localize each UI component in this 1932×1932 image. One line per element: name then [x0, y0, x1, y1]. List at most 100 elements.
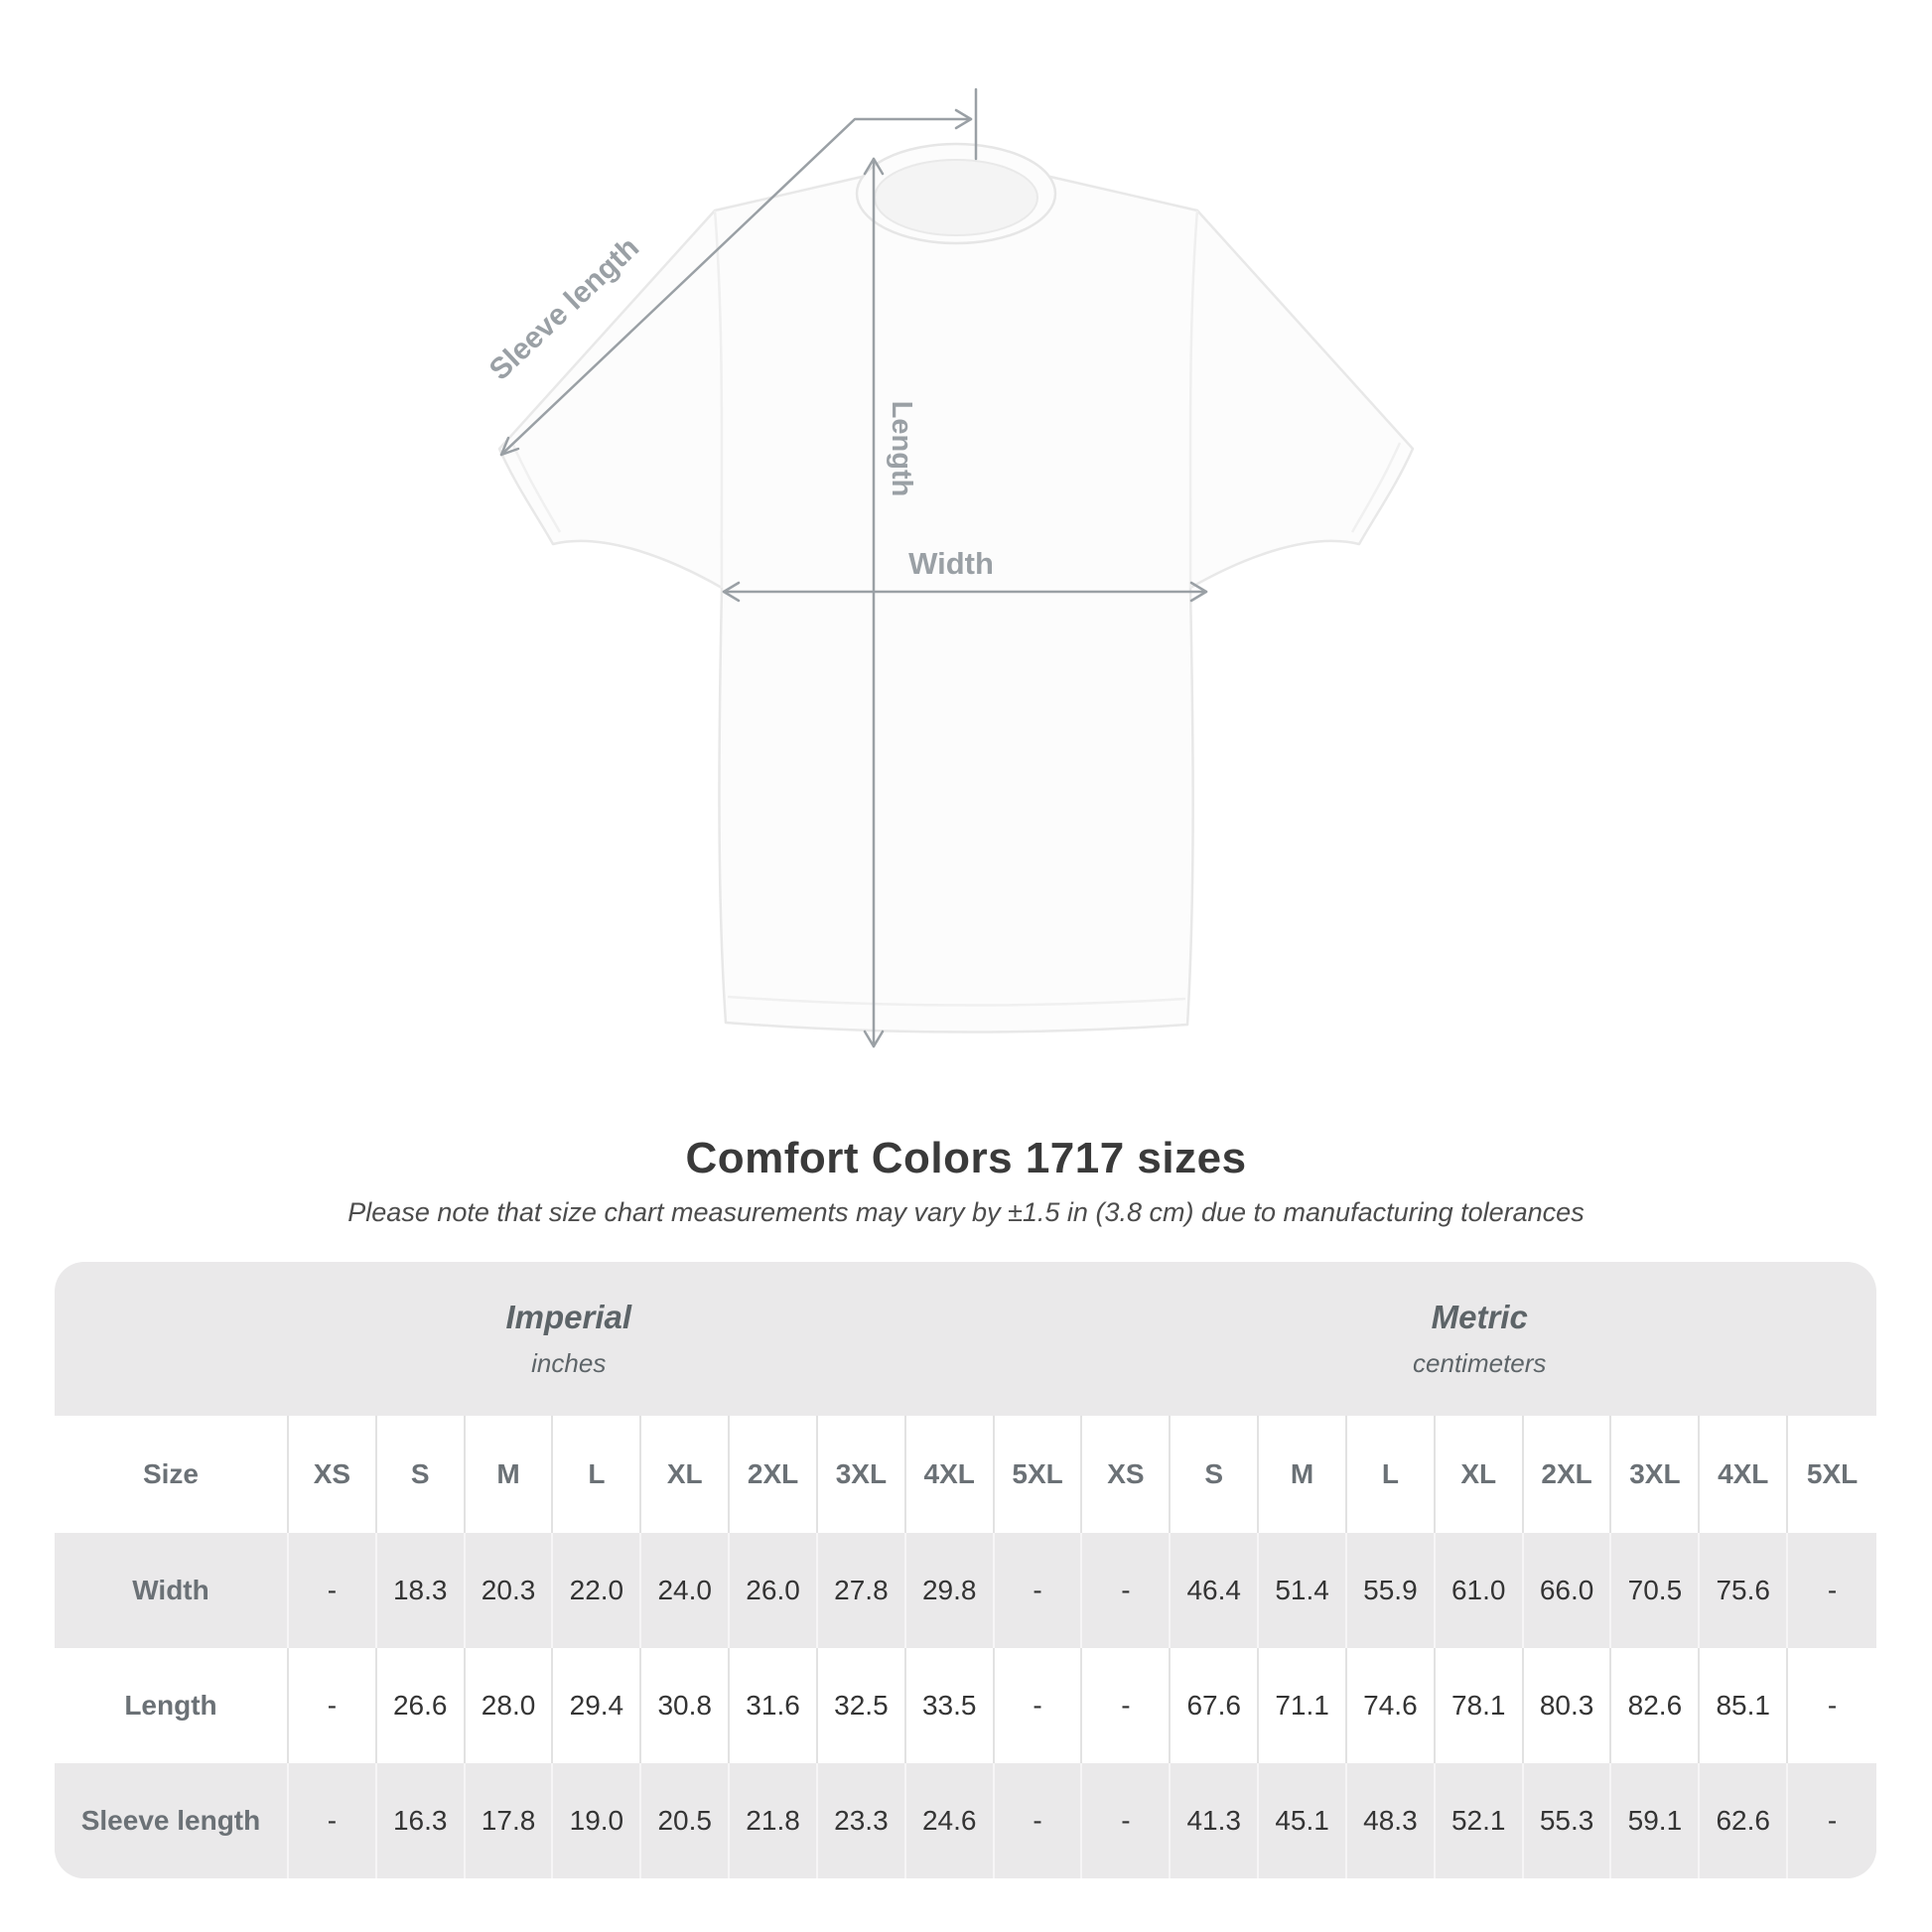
value-cell-metric: 55.9 — [1347, 1533, 1436, 1648]
value-cell-metric: 62.6 — [1700, 1763, 1789, 1878]
size-col-header-imperial: 4XL — [906, 1416, 995, 1533]
table-row: Length -26.6 28.0 29.4 30.8 31.6 32.5 33.5- -67.… — [55, 1648, 1876, 1763]
size-header-row: Size XS S M L XL 2XL 3XL 4XL 5XL XS S M L XL 2XL 3XL 4XL 5… — [55, 1416, 1876, 1533]
size-col-header-imperial: L — [553, 1416, 642, 1533]
imperial-header: Imperial inches — [55, 1262, 1082, 1416]
value-cell-imperial: 30.8 — [641, 1648, 731, 1763]
value-cell-imperial: 17.8 — [466, 1763, 554, 1878]
sleeve-length-arrow — [499, 87, 978, 457]
width-label: Width — [908, 546, 994, 581]
size-col-header-metric: 2XL — [1524, 1416, 1612, 1533]
size-col-header-imperial: M — [466, 1416, 554, 1533]
tshirt-measurement-diagram: Sleeve length Length Width — [483, 87, 1415, 1048]
value-cell-imperial: 32.5 — [818, 1648, 906, 1763]
value-cell-metric: - — [1082, 1533, 1172, 1648]
size-col-header-imperial: XL — [641, 1416, 731, 1533]
row-label: Length — [55, 1648, 289, 1763]
page-subtitle: Please note that size chart measurements… — [347, 1197, 1585, 1227]
value-cell-metric: - — [1827, 1805, 1838, 1836]
row-label: Sleeve length — [55, 1763, 289, 1878]
value-cell-imperial: 20.3 — [466, 1533, 554, 1648]
row-label: Width — [55, 1533, 289, 1648]
value-cell-imperial: 24.6 — [906, 1763, 995, 1878]
value-cell-metric: 78.1 — [1436, 1648, 1524, 1763]
value-cell-metric: 66.0 — [1524, 1533, 1612, 1648]
value-cell-metric: 59.1 — [1611, 1763, 1701, 1878]
size-col-header-metric: XL — [1436, 1416, 1524, 1533]
value-cell-metric: 85.1 — [1700, 1648, 1789, 1763]
value-cell-imperial: 27.8 — [818, 1533, 906, 1648]
value-cell-imperial: 31.6 — [730, 1648, 818, 1763]
size-table: Imperial inches Metric centimeters Size X… — [55, 1262, 1876, 1878]
imperial-label: Imperial — [505, 1299, 632, 1335]
size-col-header-metric: 5XL — [1806, 1458, 1859, 1489]
value-cell-imperial: 16.3 — [377, 1763, 466, 1878]
right-sleeve-stitch — [1350, 442, 1402, 533]
value-cell-metric: 80.3 — [1524, 1648, 1612, 1763]
value-cell-metric: - — [1827, 1575, 1838, 1605]
value-cell-metric: 74.6 — [1347, 1648, 1436, 1763]
tshirt-illustration — [497, 142, 1415, 1034]
size-col-header-imperial: XS — [289, 1416, 377, 1533]
value-cell-metric: 71.1 — [1259, 1648, 1347, 1763]
value-cell-metric: 67.6 — [1171, 1648, 1260, 1763]
value-cell-metric: 70.5 — [1611, 1533, 1701, 1648]
size-col-header-imperial: 5XL — [995, 1416, 1083, 1533]
value-cell-metric: - — [1082, 1648, 1172, 1763]
value-cell-metric: 55.3 — [1524, 1763, 1612, 1878]
value-cell-imperial: 19.0 — [553, 1763, 642, 1878]
value-cell-imperial: - — [289, 1763, 377, 1878]
units-header-row: Imperial inches Metric centimeters — [55, 1262, 1876, 1416]
value-cell-imperial: 18.3 — [377, 1533, 466, 1648]
value-cell-metric: 82.6 — [1611, 1648, 1701, 1763]
value-cell-metric: - — [1827, 1690, 1838, 1721]
size-column-header: Size — [55, 1416, 289, 1533]
value-cell-imperial: 29.4 — [553, 1648, 642, 1763]
left-sleeve-stitch — [510, 442, 562, 533]
value-cell-imperial: 26.0 — [730, 1533, 818, 1648]
value-cell-imperial: 26.6 — [377, 1648, 466, 1763]
table-row: Width -18.3 20.3 22.0 24.0 26.0 27.8 29.8- -46.4… — [55, 1533, 1876, 1648]
size-col-header-imperial: S — [377, 1416, 466, 1533]
metric-header: Metric centimeters — [1082, 1262, 1876, 1416]
size-col-header-imperial: 2XL — [730, 1416, 818, 1533]
value-cell-metric: 75.6 — [1700, 1533, 1789, 1648]
value-cell-metric: 41.3 — [1171, 1763, 1260, 1878]
value-cell-imperial: 22.0 — [553, 1533, 642, 1648]
length-label: Length — [886, 401, 917, 497]
size-col-header-metric: M — [1259, 1416, 1347, 1533]
value-cell-imperial: 28.0 — [466, 1648, 554, 1763]
size-col-header-metric: 3XL — [1611, 1416, 1701, 1533]
value-cell-metric: - — [1082, 1763, 1172, 1878]
value-cell-metric: 52.1 — [1436, 1763, 1524, 1878]
size-col-header-metric: S — [1171, 1416, 1260, 1533]
tshirt-outline — [497, 161, 1415, 1034]
value-cell-imperial: - — [289, 1648, 377, 1763]
size-col-header-metric: L — [1347, 1416, 1436, 1533]
imperial-unit-label: inches — [531, 1348, 607, 1378]
value-cell-imperial: 33.5 — [906, 1648, 995, 1763]
metric-label: Metric — [1431, 1299, 1528, 1335]
size-col-header-imperial: 3XL — [818, 1416, 906, 1533]
value-cell-metric: 46.4 — [1171, 1533, 1260, 1648]
value-cell-imperial: - — [995, 1533, 1083, 1648]
value-cell-imperial: - — [289, 1533, 377, 1648]
width-arrow — [722, 581, 1208, 603]
right-sleeve-seam — [1188, 209, 1199, 589]
length-arrow — [863, 157, 885, 1048]
value-cell-imperial: - — [995, 1763, 1083, 1878]
value-cell-metric: 48.3 — [1347, 1763, 1436, 1878]
value-cell-metric: 51.4 — [1259, 1533, 1347, 1648]
value-cell-imperial: 24.0 — [641, 1533, 731, 1648]
page-title: Comfort Colors 1717 sizes — [685, 1134, 1247, 1182]
value-cell-imperial: 23.3 — [818, 1763, 906, 1878]
left-sleeve-seam — [713, 209, 724, 589]
value-cell-metric: 45.1 — [1259, 1763, 1347, 1878]
value-cell-imperial: 21.8 — [730, 1763, 818, 1878]
value-cell-metric: 61.0 — [1436, 1533, 1524, 1648]
table-row: Sleeve length -16.3 17.8 19.0 20.5 21.8 23.3 24… — [55, 1763, 1876, 1878]
size-col-header-metric: 4XL — [1700, 1416, 1789, 1533]
value-cell-imperial: - — [995, 1648, 1083, 1763]
value-cell-imperial: 20.5 — [641, 1763, 731, 1878]
hem-stitch — [727, 995, 1186, 1007]
